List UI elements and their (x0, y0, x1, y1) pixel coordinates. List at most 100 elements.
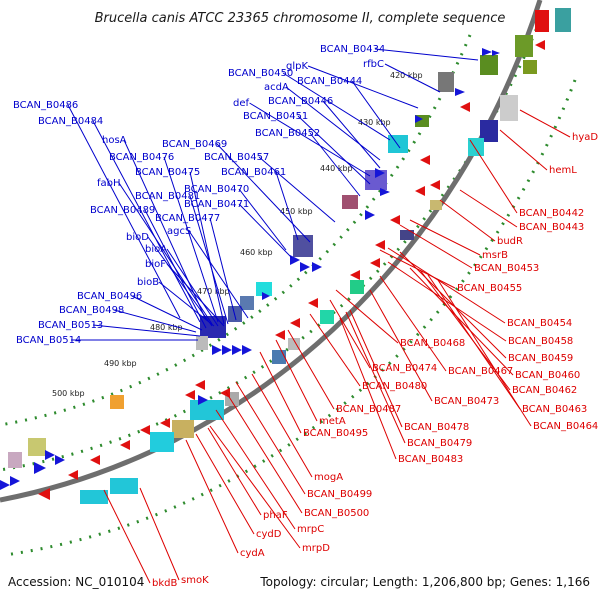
tick-label: 490 kbp (104, 359, 137, 368)
feature-block (365, 170, 387, 190)
left-connector-line (322, 100, 381, 169)
right-connector-line (251, 373, 313, 478)
right-connector-line (185, 439, 239, 554)
right-gene-label: BCAN_B0460 (515, 370, 580, 381)
right-connector-line (209, 425, 301, 549)
right-gene-label: BCAN_B0468 (400, 338, 465, 349)
feature-block (350, 280, 364, 294)
right-connector-line (329, 299, 371, 369)
left-gene-label: BCAN_B0477 (155, 213, 220, 224)
right-gene-label: hyaD (572, 132, 598, 143)
left-gene-label: bioD (126, 232, 149, 243)
right-connector-line (399, 224, 473, 269)
feature-block (28, 438, 46, 456)
left-connector-line (216, 143, 311, 243)
labels-right: hyaD hemL BCAN_B0442 BCAN_B0443 budR msrB BCAN… (152, 132, 598, 589)
left-connector-line (166, 248, 219, 327)
right-connector-line (339, 317, 397, 460)
left-gene-label: BCAN_B0496 (77, 291, 142, 302)
right-connector-line (369, 289, 433, 402)
right-gene-label: BCAN_B0442 (519, 208, 584, 219)
feature-block (342, 195, 358, 209)
right-gene-label: mogA (314, 472, 343, 483)
right-connector-line (335, 289, 399, 344)
left-connector-line (249, 102, 371, 177)
feature-block (196, 336, 208, 350)
right-connector-line (379, 275, 447, 372)
left-connector-line (275, 171, 299, 241)
summary-text: Topology: circular; Length: 1,206,800 bp… (259, 575, 590, 589)
right-connector-line (139, 487, 180, 581)
left-connector-line (209, 217, 237, 321)
feature-block (190, 400, 224, 420)
left-connector-line (92, 324, 201, 337)
feature-block (555, 8, 571, 32)
label-lines (67, 48, 571, 584)
right-gene-label: BCAN_B0462 (512, 385, 577, 396)
left-gene-label: BCAN_B0489 (90, 205, 155, 216)
right-gene-label: BCAN_B0480 (362, 381, 427, 392)
left-connector-line (92, 120, 201, 323)
right-gene-label: cydD (256, 529, 282, 540)
right-gene-label: mrpD (302, 543, 330, 554)
feature-block (480, 55, 498, 75)
map-title: Brucella canis ATCC 23365 chromosome II,… (95, 11, 506, 26)
backbone-arc (0, 0, 543, 503)
right-gene-label: BCAN_B0479 (407, 438, 472, 449)
right-gene-label: BCAN_B0499 (307, 489, 372, 500)
left-gene-label: BCAN_B0470 (184, 184, 249, 195)
left-gene-label: bioB (137, 277, 159, 288)
feature-block (288, 338, 300, 350)
left-connector-line (118, 182, 213, 325)
feature-block (480, 120, 498, 142)
left-connector-line (158, 281, 215, 327)
tick-label: 430 kbp (358, 118, 391, 127)
left-gene-label: BCAN_B0469 (162, 139, 227, 150)
right-connector-line (427, 274, 521, 410)
left-gene-label: BCAN_B0451 (243, 111, 308, 122)
left-gene-label: BCAN_B0461 (221, 167, 286, 178)
right-gene-label: BCAN_B0474 (372, 363, 437, 374)
left-gene-label: BCAN_B0446 (268, 96, 333, 107)
right-connector-line (519, 109, 571, 138)
right-connector-line (499, 129, 548, 171)
feature-block (272, 350, 286, 364)
feature-block (523, 60, 537, 74)
feature-block (388, 135, 408, 153)
tick-label: 480 kbp (150, 323, 183, 332)
right-gene-label: BCAN_B0500 (304, 508, 369, 519)
left-gene-label: acdA (264, 82, 289, 93)
left-gene-label: BCAN_B0457 (204, 152, 269, 163)
feature-block (515, 35, 533, 57)
right-connector-line (409, 267, 514, 376)
reverse-feature (535, 10, 549, 32)
left-connector-line (131, 295, 203, 331)
right-connector-line (215, 409, 296, 530)
right-connector-line (207, 427, 262, 516)
right-connector-line (409, 219, 481, 256)
left-connector-line (163, 156, 219, 323)
right-connector-line (235, 381, 306, 495)
left-gene-label: glpK (286, 61, 308, 72)
right-connector-line (345, 311, 406, 444)
feature-block (8, 452, 22, 468)
right-gene-label: BCAN_B0487 (336, 404, 401, 415)
left-gene-label: rfbC (363, 59, 384, 70)
left-gene-label: BCAN_B0486 (13, 100, 78, 111)
feature-block (500, 95, 518, 121)
feature-block (172, 420, 194, 438)
tick-label: 440 kbp (320, 164, 353, 173)
left-connector-line (238, 188, 287, 251)
feature-block (110, 395, 124, 409)
left-connector-line (166, 263, 225, 327)
feature-block (438, 72, 454, 92)
right-gene-label: BCAN_B0463 (522, 404, 587, 415)
right-gene-label: BCAN_B0495 (303, 428, 368, 439)
feature-block (320, 310, 334, 324)
right-gene-label: BCAN_B0458 (508, 336, 573, 347)
left-connector-line (297, 115, 371, 185)
left-gene-label: fabH (97, 178, 121, 189)
right-gene-label: hemL (549, 165, 577, 176)
left-gene-label: BCAN_B0514 (16, 335, 81, 346)
